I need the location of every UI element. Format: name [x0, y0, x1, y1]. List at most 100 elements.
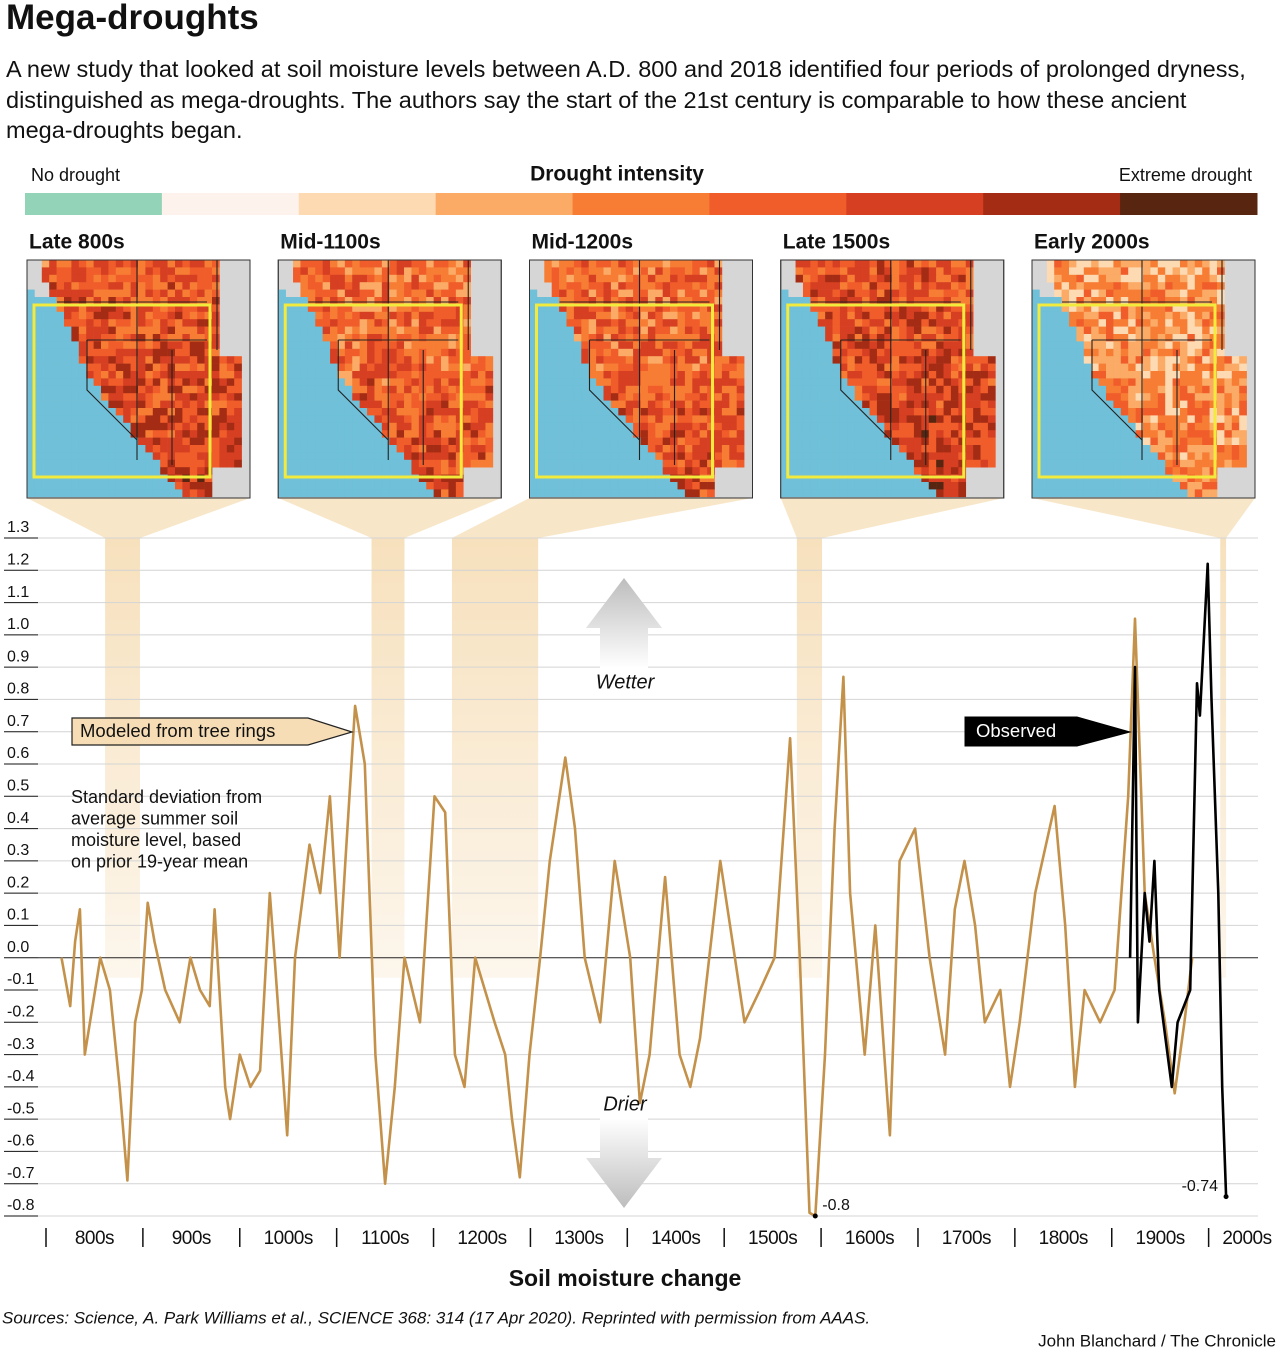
map-cell [78, 393, 87, 401]
map-cell [367, 393, 375, 401]
map-cell [293, 304, 301, 313]
map-cell [352, 378, 360, 387]
map-cell [839, 304, 848, 313]
map-cell [729, 400, 737, 409]
map-cell [86, 459, 94, 468]
map-cell [633, 282, 641, 290]
map-cell [108, 393, 117, 401]
map-cell [936, 348, 944, 357]
map-cell [463, 408, 471, 416]
map-cell [322, 408, 331, 416]
map-cell [559, 334, 567, 342]
map-cell [1202, 326, 1210, 335]
map-cell [34, 393, 43, 401]
map-cell [1046, 393, 1055, 401]
map-cell [64, 319, 72, 327]
map-cell [352, 400, 360, 409]
map-cell [736, 452, 745, 461]
map-cell [1083, 393, 1092, 401]
map-cell [1120, 415, 1129, 424]
map-cell [987, 445, 996, 453]
map-cell [662, 356, 671, 364]
map-cell [145, 459, 154, 468]
map-cell [825, 393, 833, 401]
map-cell [41, 437, 50, 446]
map-cell [832, 348, 841, 357]
map-cell [943, 408, 952, 416]
map-cell [145, 430, 154, 438]
map-cell [692, 482, 700, 490]
map-cell [441, 445, 449, 453]
map-cell [278, 371, 286, 379]
map-cell [832, 437, 841, 446]
map-cell [707, 311, 715, 320]
map-cell [307, 467, 316, 475]
map-cell [906, 341, 915, 350]
map-cell [204, 408, 213, 416]
map-cell [1120, 304, 1129, 313]
map-cell [115, 385, 124, 394]
map-cell [536, 304, 545, 313]
map-cell [802, 489, 811, 498]
map-cell [825, 452, 833, 461]
map-cell [1120, 289, 1129, 298]
map-cell [610, 452, 619, 461]
map-cell [1135, 385, 1144, 394]
map-cell [1076, 400, 1085, 409]
map-cell [588, 356, 597, 364]
map-cell [448, 311, 457, 320]
map-cell [891, 267, 900, 276]
map-cell [921, 378, 930, 387]
map-cell [625, 445, 634, 453]
map-cell [1054, 326, 1062, 335]
map-cell [463, 282, 471, 290]
map-cell [367, 348, 375, 357]
map-cell [825, 260, 833, 268]
map-cell [788, 437, 796, 446]
map-cell [536, 371, 545, 379]
map-cell [404, 267, 412, 276]
map-cell [566, 267, 575, 276]
map-cell [817, 304, 826, 313]
map-cell [714, 326, 723, 335]
map-cell [736, 393, 745, 401]
map-cell [1231, 393, 1240, 401]
map-cell [145, 319, 154, 327]
map-cell [707, 400, 715, 409]
map-cell [426, 445, 434, 453]
map-cell [1217, 267, 1225, 276]
map-cell [226, 430, 235, 438]
map-cell [204, 371, 213, 379]
map-cell [448, 415, 457, 424]
map-cell [802, 422, 811, 431]
map-cell [27, 482, 35, 490]
map-cell [536, 385, 545, 394]
map-cell [802, 274, 811, 283]
map-cell [433, 334, 442, 342]
map-cell [212, 334, 220, 342]
map-cell [802, 378, 811, 387]
map-cell [1143, 437, 1151, 446]
map-cell [839, 459, 848, 468]
map-cell [300, 348, 309, 357]
map-cell [285, 326, 294, 335]
map-cell [536, 378, 545, 387]
map-cell [736, 422, 745, 431]
map-cell [448, 445, 457, 453]
map-cell [344, 304, 353, 313]
map-cell [101, 341, 109, 350]
map-cell [573, 348, 582, 357]
map-frame [529, 259, 753, 499]
map-cell [788, 489, 796, 498]
map-cell [1187, 334, 1196, 342]
map-cell [633, 289, 641, 298]
map-cell [559, 489, 567, 498]
map-cell [906, 452, 915, 461]
map-cell [559, 348, 567, 357]
map-cell [795, 260, 804, 268]
map-cell [862, 415, 870, 424]
map-cell [1157, 304, 1166, 313]
map-cell [138, 304, 146, 313]
map-cell [1187, 371, 1196, 379]
map-cell [352, 311, 360, 320]
